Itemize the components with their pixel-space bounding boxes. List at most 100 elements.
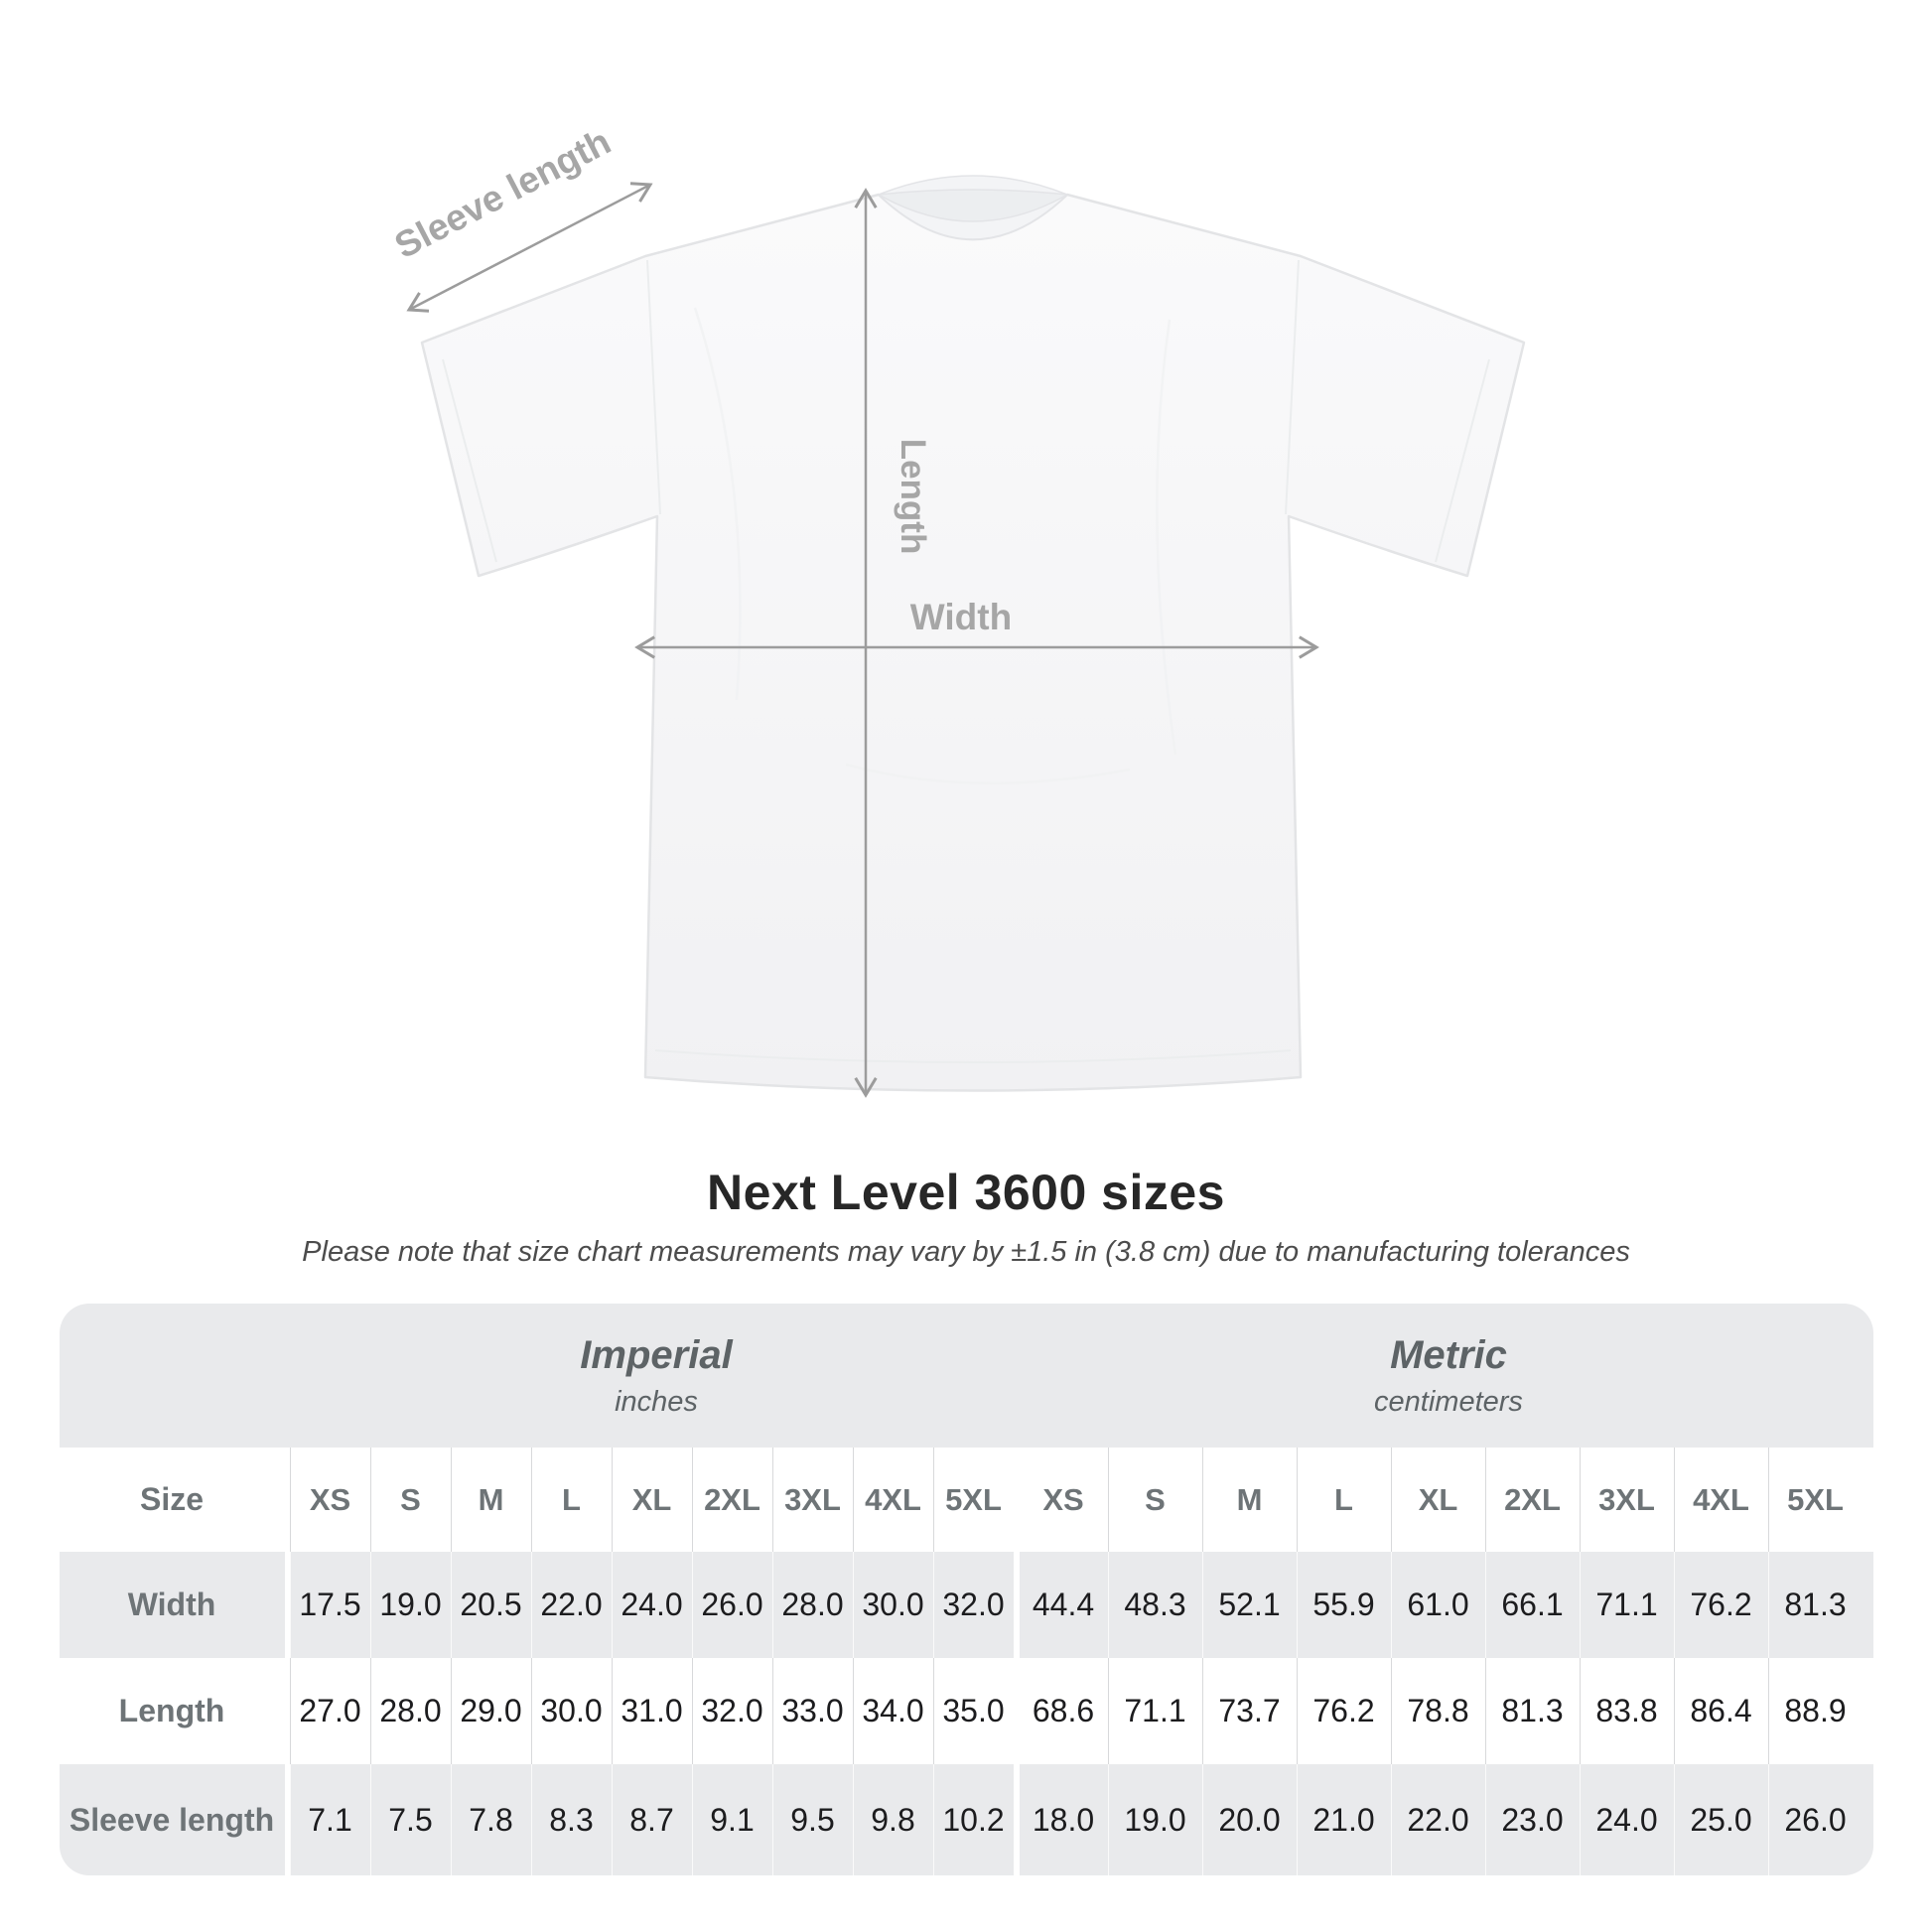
table-cell: 66.1 (1484, 1552, 1580, 1658)
table-cell: 81.3 (1484, 1658, 1580, 1764)
size-table: Imperial inches Metric centimeters Size … (59, 1304, 1873, 1875)
unit-header-row: Imperial inches Metric centimeters (59, 1304, 1873, 1448)
size-col-header: L (1296, 1448, 1391, 1552)
table-cell: 28.0 (369, 1658, 451, 1764)
table-row-width: Width 17.5 19.0 20.5 22.0 24.0 26.0 28.0… (59, 1552, 1873, 1658)
table-cell: 30.0 (852, 1552, 933, 1658)
measurement-arrows (406, 182, 1319, 1098)
size-row-label: Size (60, 1448, 290, 1552)
table-cell: 33.0 (771, 1658, 853, 1764)
table-cell: 20.0 (1201, 1764, 1297, 1875)
table-cell: 22.0 (530, 1552, 612, 1658)
table-cell: 26.0 (691, 1552, 772, 1658)
size-col-header: 3XL (1579, 1448, 1674, 1552)
row-label: Width (60, 1552, 290, 1658)
size-col-header: 5XL (932, 1448, 1014, 1552)
tshirt-measurement-diagram: Sleeve length Length Width (388, 121, 1526, 1098)
table-cell: 7.1 (289, 1764, 370, 1875)
table-cell: 34.0 (852, 1658, 933, 1764)
table-cell: 55.9 (1296, 1552, 1391, 1658)
table-cell: 29.0 (450, 1658, 531, 1764)
size-col-header: S (369, 1448, 451, 1552)
row-label: Sleeve length (60, 1764, 290, 1875)
table-cell: 81.3 (1767, 1552, 1863, 1658)
size-col-header: 2XL (691, 1448, 772, 1552)
table-cell: 83.8 (1579, 1658, 1674, 1764)
table-cell: 31.0 (611, 1658, 692, 1764)
table-cell: 25.0 (1673, 1764, 1768, 1875)
table-cell: 73.7 (1201, 1658, 1297, 1764)
table-cell: 76.2 (1296, 1658, 1391, 1764)
collar-opening (879, 190, 1067, 221)
table-cell: 86.4 (1673, 1658, 1768, 1764)
metric-section-header: Metric centimeters (1025, 1333, 1873, 1419)
table-cell: 78.8 (1390, 1658, 1485, 1764)
collar-front-band (878, 194, 1068, 240)
table-cell: 19.0 (1107, 1764, 1202, 1875)
length-label: Length (894, 439, 932, 555)
table-cell: 17.5 (289, 1552, 370, 1658)
table-cell: 88.9 (1767, 1658, 1863, 1764)
table-cell: 22.0 (1390, 1764, 1485, 1875)
imperial-name: Imperial (580, 1332, 733, 1377)
right-sleeve-seam (1285, 259, 1300, 515)
table-cell: 35.0 (932, 1658, 1014, 1764)
table-cell: 20.5 (450, 1552, 531, 1658)
table-cell: 8.3 (530, 1764, 612, 1875)
size-col-header: M (450, 1448, 531, 1552)
table-row-length: Length 27.0 28.0 29.0 30.0 31.0 32.0 33.… (59, 1658, 1873, 1764)
size-col-header: 2XL (1484, 1448, 1580, 1552)
imperial-unit: inches (615, 1385, 698, 1418)
table-cell: 24.0 (611, 1552, 692, 1658)
tolerance-note: Please note that size chart measurements… (302, 1236, 1630, 1268)
table-cell: 7.8 (450, 1764, 531, 1875)
row-label: Length (60, 1658, 290, 1764)
table-cell: 27.0 (289, 1658, 370, 1764)
table-cell: 68.6 (1013, 1658, 1108, 1764)
table-cell: 71.1 (1107, 1658, 1202, 1764)
size-col-header: 5XL (1767, 1448, 1863, 1552)
table-cell: 21.0 (1296, 1764, 1391, 1875)
table-cell: 10.2 (932, 1764, 1014, 1875)
sleeve-length-label: Sleeve length (388, 121, 618, 267)
hem-stitch (654, 1049, 1292, 1063)
table-cell: 9.1 (691, 1764, 772, 1875)
sleeve-length-arrow (406, 182, 653, 313)
size-col-header: 3XL (771, 1448, 853, 1552)
table-cell: 48.3 (1107, 1552, 1202, 1658)
size-col-header: S (1107, 1448, 1202, 1552)
table-cell: 23.0 (1484, 1764, 1580, 1875)
table-cell: 52.1 (1201, 1552, 1297, 1658)
size-col-header: 4XL (852, 1448, 933, 1552)
size-col-header: XL (611, 1448, 692, 1552)
table-cell: 76.2 (1673, 1552, 1768, 1658)
imperial-section-header: Imperial inches (295, 1333, 1019, 1419)
metric-name: Metric (1390, 1332, 1507, 1377)
width-label: Width (910, 597, 1012, 637)
table-cell: 9.8 (852, 1764, 933, 1875)
table-cell: 19.0 (369, 1552, 451, 1658)
table-cell: 71.1 (1579, 1552, 1674, 1658)
table-cell: 26.0 (1767, 1764, 1863, 1875)
table-cell: 28.0 (771, 1552, 853, 1658)
page-title: Next Level 3600 sizes (707, 1165, 1225, 1220)
table-cell: 30.0 (530, 1658, 612, 1764)
table-row-sleeve-length: Sleeve length 7.1 7.5 7.8 8.3 8.7 9.1 9.… (59, 1764, 1873, 1875)
size-col-header: XL (1390, 1448, 1485, 1552)
table-cell: 9.5 (771, 1764, 853, 1875)
table-cell: 32.0 (691, 1658, 772, 1764)
table-cell: 32.0 (932, 1552, 1014, 1658)
size-col-header: M (1201, 1448, 1297, 1552)
table-cell: 18.0 (1013, 1764, 1108, 1875)
size-header-row: Size XS S M L XL 2XL 3XL 4XL 5XL XS S M … (59, 1448, 1873, 1552)
tshirt-graphic (420, 193, 1526, 1092)
table-cell: 61.0 (1390, 1552, 1485, 1658)
size-col-header: 4XL (1673, 1448, 1768, 1552)
table-cell: 7.5 (369, 1764, 451, 1875)
size-col-header: L (530, 1448, 612, 1552)
size-col-header: XS (289, 1448, 370, 1552)
right-cuff-stitch (1435, 358, 1490, 563)
metric-unit: centimeters (1374, 1385, 1523, 1418)
table-cell: 44.4 (1013, 1552, 1108, 1658)
